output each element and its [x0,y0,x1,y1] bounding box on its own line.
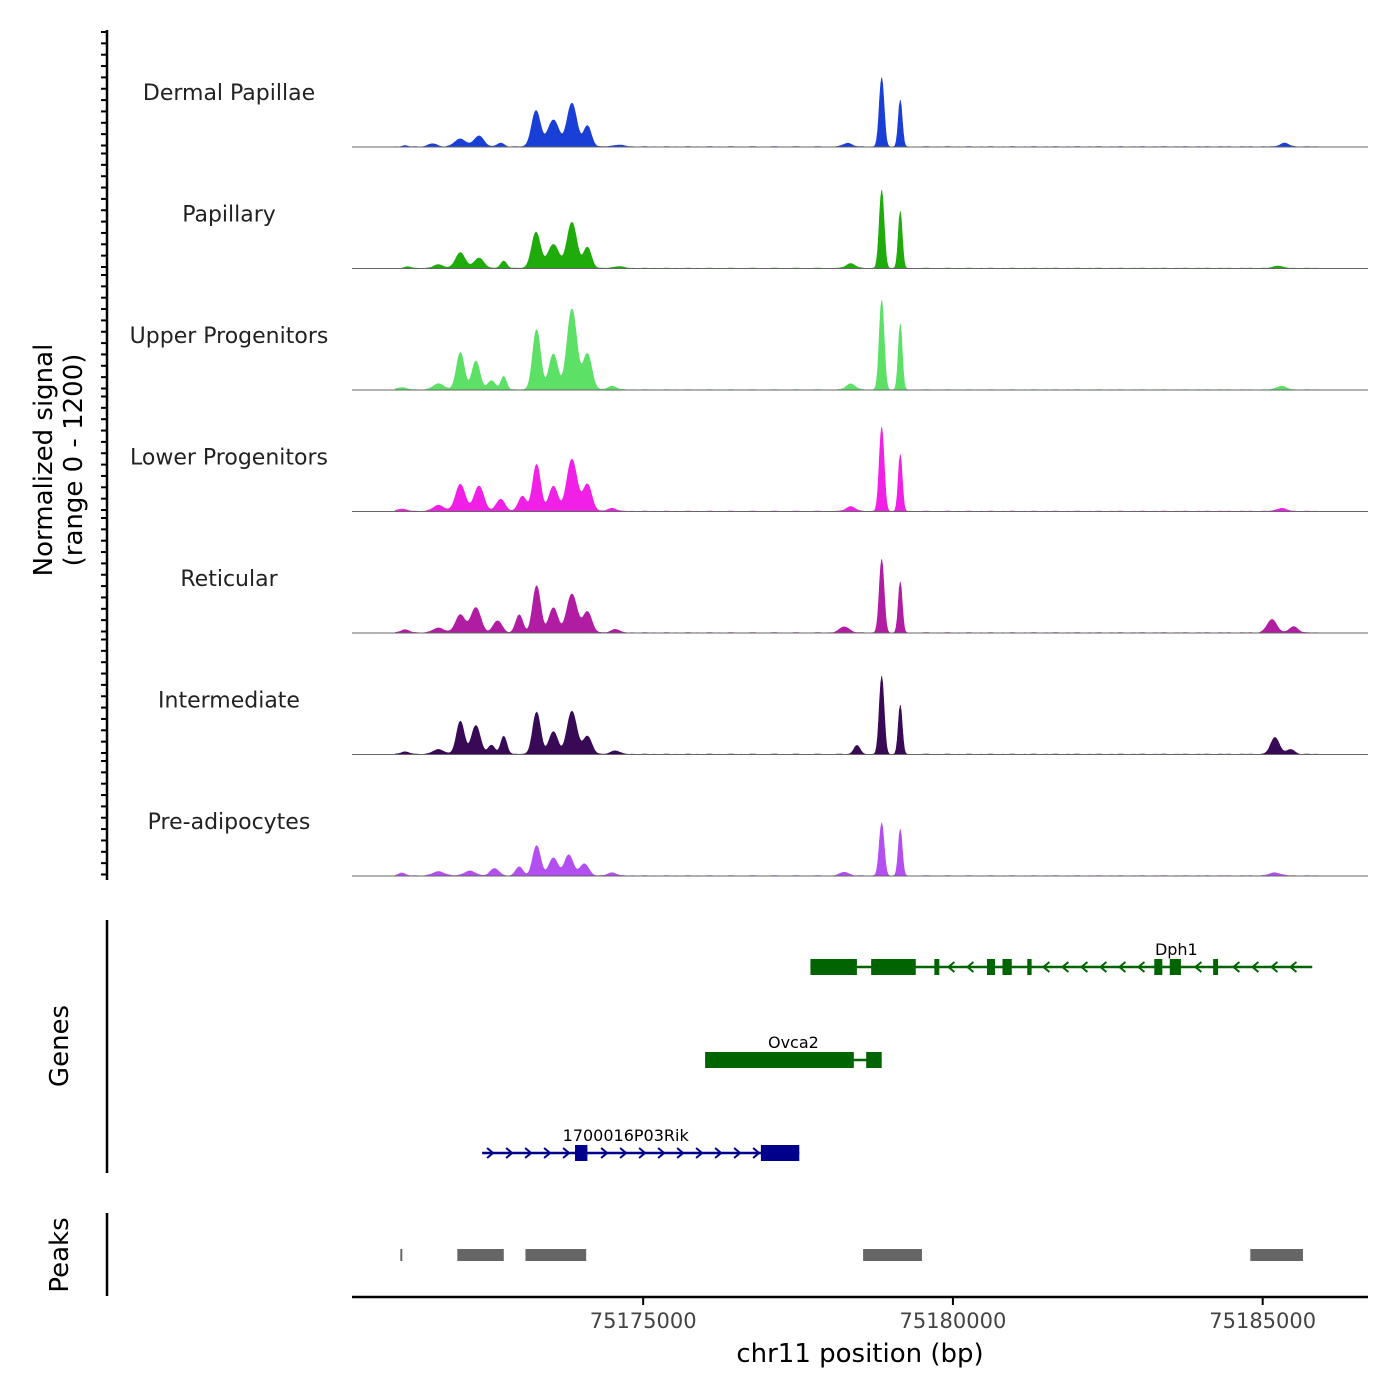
strand-arrow [524,1147,533,1159]
coverage-area [395,77,1325,148]
strand-arrow [965,961,975,973]
strand-arrow [600,1147,609,1159]
track-papillary: Papillary [182,189,1368,269]
peak-region [863,1249,922,1261]
peak-region [525,1249,587,1261]
strand-arrow [1269,961,1279,973]
x-tick-label: 75185000 [1209,1309,1316,1333]
strand-arrow [619,1147,628,1159]
strand-arrow [1098,961,1108,973]
track-label: Upper Progenitors [130,324,329,349]
x-axis-ticks: 75175000 75180000 75185000 [590,1297,1316,1333]
coverage-area [395,675,1325,755]
coverage-area [395,822,1325,877]
strand-arrow [638,1147,647,1159]
coverage-y-ticks [101,31,107,876]
exon [1154,959,1163,975]
strand-arrow [1136,961,1146,973]
exon [575,1145,588,1161]
y-axis-title-line1: Normalized signal [29,344,59,577]
gene-label: Dph1 [1155,940,1198,959]
peak-region [1250,1249,1303,1261]
gene-label: Ovca2 [768,1033,819,1052]
strand-arrow [486,1147,495,1159]
strand-arrow [676,1147,685,1159]
exon [760,1145,800,1161]
coverage-area [395,299,1325,391]
track-label: Intermediate [158,689,300,714]
exon [1169,959,1181,975]
exon [810,959,857,975]
track-lower-progenitors: Lower Progenitors [130,426,1368,512]
exon [1213,959,1219,975]
peak-region [400,1249,403,1261]
strand-arrow [1079,961,1089,973]
gene-1700016p03rik: 1700016P03Rik [482,1126,800,1161]
exon [987,959,996,975]
gene-annotations: Dph1 Ovca2 1700016P03Rik [482,940,1313,1161]
coverage-area [395,189,1325,269]
track-intermediate: Intermediate [158,675,1368,755]
strand-arrow [733,1147,742,1159]
coverage-area [395,426,1325,512]
strand-arrow [946,961,956,973]
track-label: Pre-adipocytes [148,810,311,835]
x-tick-label: 75180000 [899,1309,1006,1333]
coverage-area [395,559,1325,634]
strand-arrow [1060,961,1070,973]
coverage-tracks: Dermal Papillae Papillary Upper Progenitor… [130,77,1368,877]
gene-label: 1700016P03Rik [563,1126,690,1145]
track-upper-progenitors: Upper Progenitors [130,299,1368,391]
peaks-panel-title: Peaks [45,1217,75,1292]
track-dermal-papillae: Dermal Papillae [143,77,1368,148]
exon [871,959,916,975]
y-axis-title-line2: (range 0 - 1200) [59,354,89,567]
peak-region [457,1249,504,1261]
exon [1002,959,1012,975]
track-pre-adipocytes: Pre-adipocytes [148,810,1368,877]
strand-arrow [695,1147,704,1159]
strand-arrow [657,1147,666,1159]
track-label: Papillary [182,203,276,228]
strand-arrow [543,1147,552,1159]
strand-arrow [1288,961,1298,973]
genes-panel-title: Genes [45,1005,75,1087]
exon [705,1052,854,1068]
x-axis-title: chr11 position (bp) [736,1339,983,1369]
strand-arrow [1041,961,1051,973]
strand-arrow [1231,961,1241,973]
strand-arrow [714,1147,723,1159]
strand-arrow [505,1147,514,1159]
track-label: Dermal Papillae [143,81,315,106]
track-label: Lower Progenitors [130,446,328,471]
exon [1027,959,1032,975]
exon [866,1052,882,1068]
track-reticular: Reticular [180,559,1368,634]
strand-arrow [752,1147,761,1159]
strand-arrow [1250,961,1260,973]
gene-dph1: Dph1 [810,940,1313,975]
x-tick-label: 75175000 [590,1309,697,1333]
exon [934,959,940,975]
strand-arrow [1193,961,1203,973]
gene-ovca2: Ovca2 [705,1033,882,1068]
track-label: Reticular [180,567,278,592]
strand-arrow [562,1147,571,1159]
strand-arrow [1117,961,1127,973]
peak-regions [400,1249,1303,1261]
